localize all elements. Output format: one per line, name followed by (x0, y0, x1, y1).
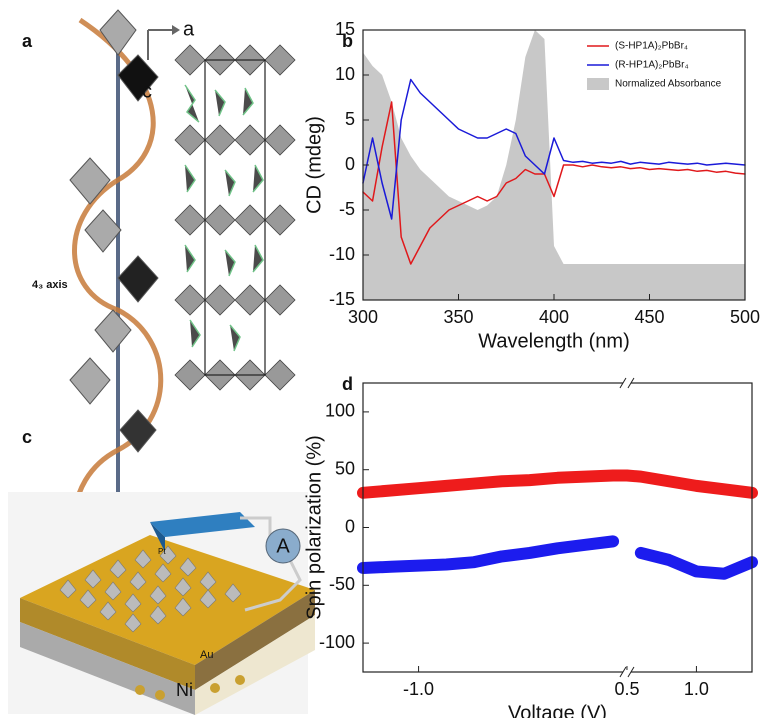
x-axis-label: Wavelength (nm) (478, 330, 630, 352)
y-tick-label: 15 (335, 19, 355, 39)
device-illustration (8, 492, 315, 715)
y-tick-label: 10 (335, 64, 355, 84)
x-tick-label: 300 (348, 307, 378, 327)
y-tick-label: -15 (329, 289, 355, 309)
line (363, 541, 613, 568)
panel-label: c (22, 427, 32, 447)
legend-label: (S-HP1A)₂PbBr₄ (615, 41, 688, 52)
figure: a a c 4₃ axis b c d Pt A Au Ni 300350400… (0, 0, 774, 718)
y-tick-label: 0 (345, 154, 355, 174)
x-tick-label: 400 (539, 307, 569, 327)
y-tick-label: -50 (329, 574, 355, 594)
line (363, 475, 752, 492)
axis-label: c (142, 80, 152, 102)
y-axis-label: Spin polarization (%) (303, 435, 325, 620)
device-label: Ni (176, 680, 193, 700)
y-tick-label: 0 (345, 516, 355, 536)
x-axis-label: Voltage (V) (508, 702, 607, 718)
legend-label: Normalized Absorbance (615, 79, 722, 90)
y-tick-label: 5 (345, 109, 355, 129)
x-tick-label: -1.0 (403, 679, 434, 699)
y-tick-label: 50 (335, 458, 355, 478)
legend-label: (R-HP1A)₂PbBr₄ (615, 60, 689, 71)
axis-label: a (183, 18, 195, 40)
line (641, 553, 752, 574)
panel-label: d (342, 374, 353, 394)
legend-swatch (587, 78, 609, 90)
plot-frame (363, 383, 752, 672)
device-label: Pt (158, 547, 166, 556)
x-tick-label: 450 (634, 307, 664, 327)
y-tick-label: -5 (339, 199, 355, 219)
device-label: Au (200, 649, 213, 661)
axis-label: 4₃ axis (32, 279, 68, 291)
y-tick-label: -10 (329, 244, 355, 264)
x-tick-label: 1.0 (684, 679, 709, 699)
y-tick-label: 100 (325, 401, 355, 421)
panel-label: a (22, 31, 33, 51)
x-tick-label: 0.5 (614, 679, 639, 699)
x-tick-label: 500 (730, 307, 760, 327)
y-tick-label: -100 (319, 632, 355, 652)
y-axis-label: CD (mdeg) (303, 116, 325, 214)
x-tick-label: 350 (443, 307, 473, 327)
device-label: A (276, 535, 290, 557)
